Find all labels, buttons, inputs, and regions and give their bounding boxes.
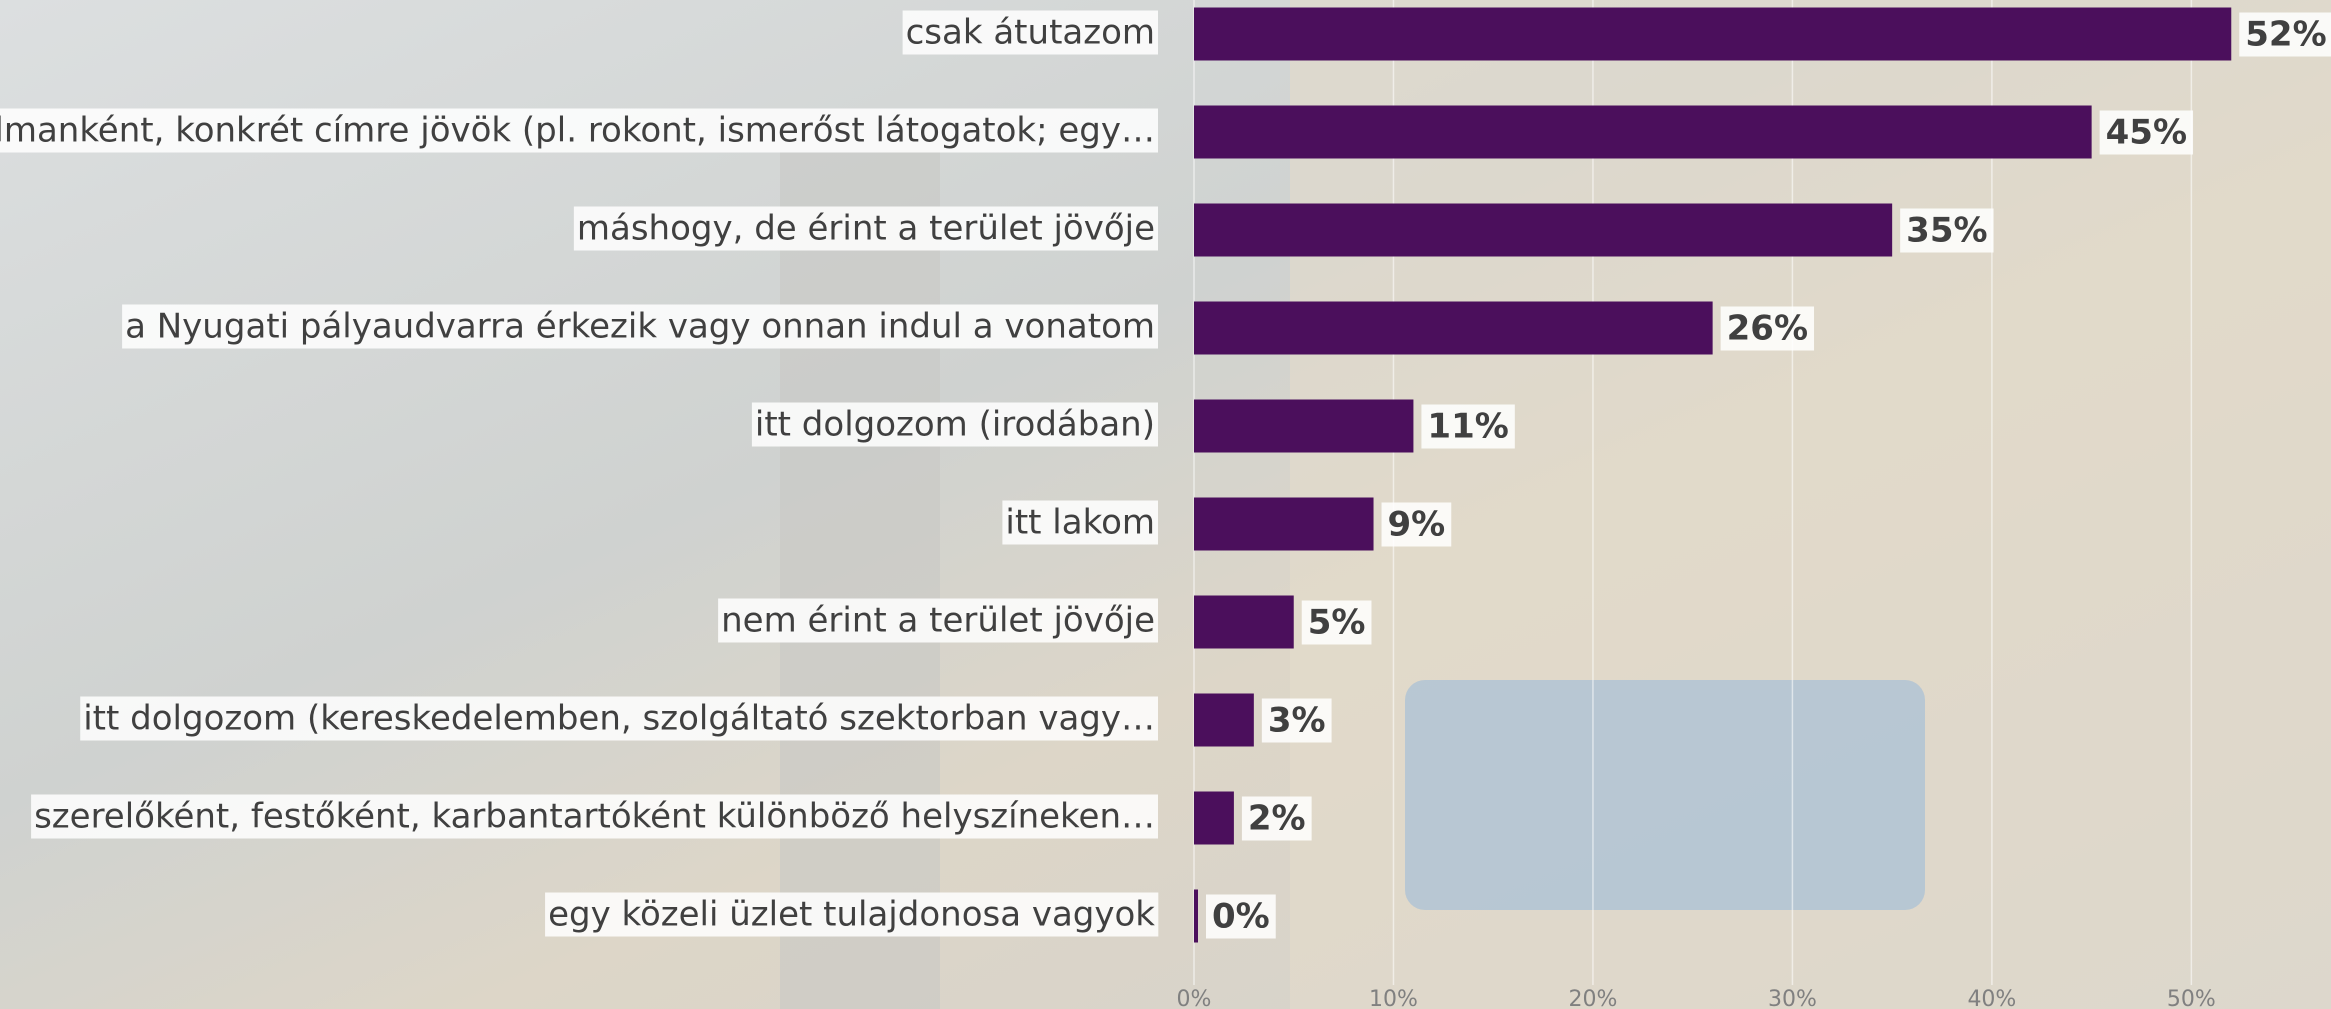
category-label: nem érint a terület jövője (721, 601, 1155, 641)
category-label: alkalmanként, konkrét címre jövök (pl. r… (0, 111, 1155, 151)
bar-row: nem érint a terület jövője (718, 599, 1158, 643)
bar-row: szerelőként, festőként, karbantartóként … (31, 795, 1158, 839)
x-tick-label: 0% (1177, 987, 1212, 1009)
x-tick-label: 50% (2167, 987, 2216, 1009)
bar (1194, 302, 1713, 355)
bar (1194, 596, 1294, 649)
chart: 0% 10% 20% 30% 40% 50% csak átutazom 52% alkalma… (0, 0, 2331, 1009)
bar-row: itt dolgozom (irodában) (752, 403, 1158, 447)
category-label: itt dolgozom (irodában) (755, 405, 1155, 445)
category-label: csak átutazom (906, 13, 1155, 53)
category-label: itt dolgozom (kereskedelemben, szolgálta… (83, 699, 1155, 739)
category-label: szerelőként, festőként, karbantartóként … (34, 797, 1155, 837)
x-tick-label: 30% (1768, 987, 1817, 1009)
value-label: 5% (1308, 603, 1366, 643)
bar (1194, 498, 1374, 551)
bar (1194, 890, 1198, 943)
category-label: a Nyugati pályaudvarra érkezik vagy onna… (125, 307, 1155, 347)
value-label: 9% (1388, 505, 1446, 545)
bar-row: egy közeli üzlet tulajdonosa vagyok (545, 893, 1158, 937)
category-label: máshogy, de érint a terület jövője (577, 209, 1155, 249)
value-label-group: 0% (1206, 895, 1276, 939)
bar (1194, 694, 1254, 747)
value-label-group: 11% (1421, 405, 1514, 449)
category-label: egy közeli üzlet tulajdonosa vagyok (548, 895, 1155, 935)
bar-row: alkalmanként, konkrét címre jövök (pl. r… (0, 109, 1158, 153)
bar-row: csak átutazom (903, 11, 1158, 55)
value-label-group: 5% (1302, 601, 1372, 645)
category-label: itt lakom (1005, 503, 1155, 543)
x-tick-label: 20% (1568, 987, 1617, 1009)
bus (1405, 680, 1925, 910)
bar-row: a Nyugati pályaudvarra érkezik vagy onna… (122, 305, 1158, 349)
value-label: 2% (1248, 799, 1306, 839)
bar (1194, 106, 2092, 159)
value-label-group: 52% (2239, 13, 2331, 57)
bar (1194, 8, 2231, 61)
value-label: 45% (2106, 113, 2187, 153)
road (780, 150, 940, 1009)
x-tick-label: 40% (1967, 987, 2016, 1009)
value-label: 26% (1727, 309, 1808, 349)
value-label: 11% (1427, 407, 1508, 447)
x-tick-label: 10% (1369, 987, 1418, 1009)
value-label-group: 45% (2100, 111, 2193, 155)
bar (1194, 400, 1413, 453)
page: {"chart_data": {"type": "bar", "orientat… (0, 0, 2331, 1009)
bar-row: itt dolgozom (kereskedelemben, szolgálta… (80, 697, 1158, 741)
bar (1194, 204, 1892, 257)
value-label: 0% (1212, 897, 1270, 937)
value-label-group: 2% (1242, 797, 1312, 841)
value-label-group: 35% (1900, 209, 1993, 253)
value-label-group: 3% (1262, 699, 1332, 743)
value-label: 52% (2245, 15, 2326, 55)
bar (1194, 792, 1234, 845)
bar-row: itt lakom (1002, 501, 1158, 545)
value-label: 3% (1268, 701, 1326, 741)
bar-row: máshogy, de érint a terület jövője (574, 207, 1158, 251)
value-label-group: 26% (1721, 307, 1814, 351)
value-label: 35% (1906, 211, 1987, 251)
value-label-group: 9% (1382, 503, 1452, 547)
